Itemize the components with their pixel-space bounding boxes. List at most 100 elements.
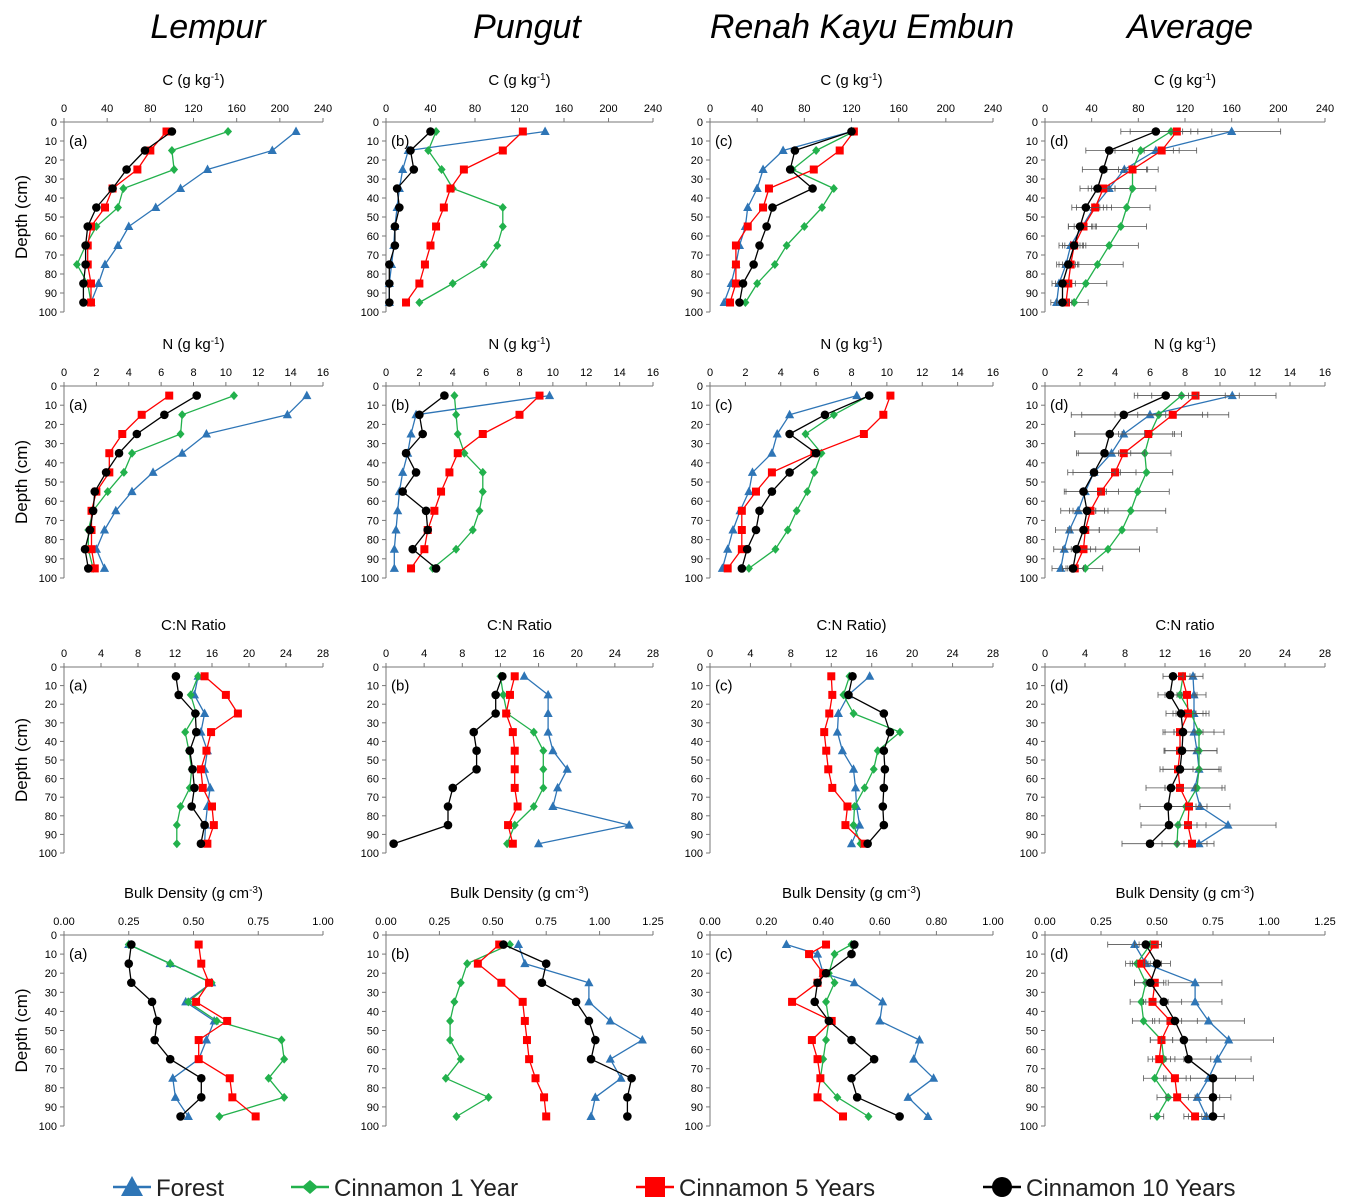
- x-tick-label: 12: [825, 648, 837, 660]
- data-point: [90, 564, 99, 573]
- x-tick-label: 200: [1269, 103, 1287, 115]
- data-point: [522, 1036, 531, 1045]
- y-tick-label: 90: [45, 554, 57, 566]
- data-point: [80, 544, 90, 554]
- y-tick-label: 10: [691, 136, 703, 148]
- y-tick-label: 70: [1026, 515, 1038, 527]
- data-point: [127, 448, 136, 458]
- data-point: [513, 939, 524, 949]
- y-tick-label: 70: [1026, 1064, 1038, 1076]
- y-tick-label: 50: [367, 212, 379, 224]
- series-line: [95, 395, 308, 569]
- data-point: [86, 279, 95, 288]
- y-tick-label: 10: [1026, 949, 1038, 961]
- series-cinnamon-5-years: [1059, 127, 1199, 307]
- data-point: [1165, 690, 1175, 700]
- data-point: [529, 802, 538, 811]
- panel-label: (b): [391, 946, 409, 963]
- series-cinnamon-10-years: [389, 672, 507, 848]
- data-point: [398, 164, 408, 173]
- x-tick-label: 0: [383, 648, 389, 660]
- x-tick-label: 0.75: [535, 916, 556, 928]
- data-point: [539, 746, 548, 756]
- x-tick-label: 240: [314, 103, 332, 115]
- panel-label: (b): [391, 133, 409, 150]
- data-point: [291, 126, 301, 135]
- data-point: [1189, 689, 1199, 699]
- data-point: [764, 184, 773, 193]
- series-line: [419, 131, 504, 304]
- data-point: [186, 690, 195, 700]
- data-point: [1089, 468, 1099, 477]
- x-tick-label: 12: [169, 648, 181, 660]
- y-tick-label: 10: [1026, 136, 1038, 148]
- y-tick-label: 0: [51, 381, 57, 393]
- data-point: [1079, 525, 1088, 535]
- data-point: [183, 1111, 193, 1120]
- panel-label: (b): [391, 397, 409, 414]
- x-tick-label: 0: [1042, 648, 1048, 660]
- data-point: [805, 950, 814, 959]
- data-point: [825, 709, 834, 718]
- y-tick-label: 40: [691, 1006, 703, 1018]
- data-point: [443, 802, 453, 811]
- data-point: [391, 525, 401, 534]
- panel-r3-c0: Bulk Density (g cm-3) 0.00 0.25 0.50 0.75 1.0…: [12, 885, 334, 1133]
- y-tick-label: 100: [685, 307, 703, 319]
- data-point: [1184, 1054, 1193, 1064]
- x-tick-label: 0: [61, 648, 67, 660]
- series-line: [200, 675, 239, 844]
- data-point: [751, 525, 761, 535]
- data-point: [1056, 563, 1066, 572]
- data-point: [302, 390, 312, 400]
- y-tick-label: 70: [45, 792, 57, 804]
- data-point: [267, 145, 277, 154]
- panel-title: Bulk Density (g cm-3): [124, 885, 263, 902]
- data-point: [251, 1112, 260, 1121]
- data-point: [1128, 184, 1137, 193]
- data-point: [229, 391, 238, 401]
- data-point: [584, 977, 594, 987]
- legend-label: Cinnamon 1 Year: [334, 1175, 518, 1200]
- x-tick-label: 16: [532, 648, 544, 660]
- y-tick-label: 100: [685, 848, 703, 860]
- series-line: [738, 130, 852, 303]
- panel-r0-c3: C (g kg-1) 0 40 80 120 160 200 240 0 10 20 30 40 50 60…: [1020, 72, 1335, 319]
- data-point: [849, 977, 859, 987]
- legend-label: Forest: [156, 1175, 224, 1200]
- data-point: [510, 746, 519, 755]
- x-tick-label: 40: [101, 103, 113, 115]
- x-tick-label: 6: [813, 367, 819, 379]
- y-tick-label: 0: [51, 930, 57, 942]
- y-tick-label: 0: [1032, 662, 1038, 674]
- x-tick-label: 0: [61, 367, 67, 379]
- data-point: [119, 184, 128, 193]
- x-tick-label: 0.50: [183, 916, 204, 928]
- data-point: [498, 146, 507, 155]
- y-tick-label: 20: [45, 419, 57, 431]
- data-point: [184, 997, 193, 1007]
- y-tick-label: 10: [367, 681, 379, 693]
- x-tick-label: 14: [1284, 367, 1296, 379]
- data-point: [1068, 564, 1078, 573]
- data-point: [280, 1092, 289, 1102]
- legend-marker: [121, 1176, 143, 1196]
- data-point: [1223, 820, 1233, 829]
- series-line: [1176, 676, 1200, 844]
- data-point: [1064, 525, 1075, 534]
- data-point: [741, 298, 750, 307]
- data-point: [1081, 203, 1091, 212]
- y-tick-label: 100: [361, 848, 379, 860]
- y-tick-label: 30: [1026, 718, 1038, 730]
- data-point: [398, 487, 407, 496]
- x-tick-label: 0.25: [429, 916, 450, 928]
- x-tick-label: 16: [317, 367, 329, 379]
- data-point: [850, 782, 861, 792]
- data-point: [484, 1092, 493, 1102]
- x-tick-label: 8: [788, 648, 794, 660]
- data-point: [535, 391, 544, 400]
- series-line: [791, 943, 844, 1118]
- data-point: [201, 1035, 212, 1044]
- data-point: [445, 468, 454, 477]
- data-point: [215, 1111, 224, 1121]
